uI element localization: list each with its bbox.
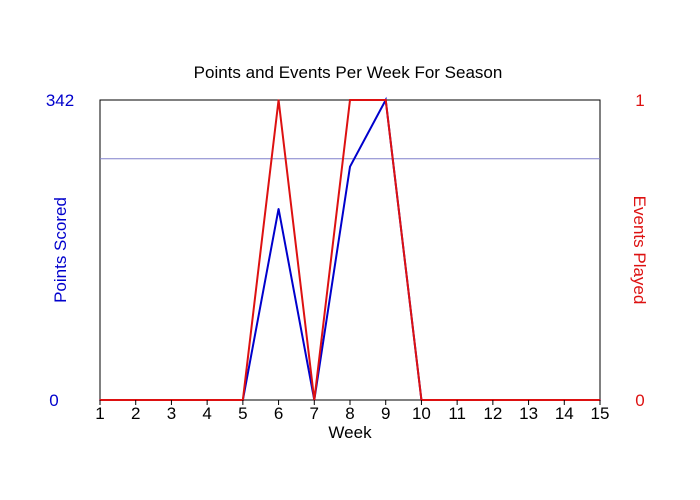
x-tick-label: 15: [591, 404, 610, 423]
chart-title: Points and Events Per Week For Season: [194, 63, 503, 82]
data-point: [277, 207, 280, 210]
x-tick-label: 10: [412, 404, 431, 423]
x-tick-label: 2: [131, 404, 140, 423]
x-tick-label: 3: [167, 404, 176, 423]
y-left-tick-label: 0: [49, 391, 58, 410]
plot-frame: [99, 99, 601, 401]
series-line-points: [100, 96, 600, 401]
x-tick-label: 9: [381, 404, 390, 423]
x-tick-label: 6: [274, 404, 283, 423]
data-point: [349, 165, 351, 168]
x-tick-label: 7: [310, 404, 319, 423]
y-axis-left-label: Points Scored: [51, 197, 70, 303]
x-tick-label: 8: [345, 404, 354, 423]
y-right-tick-label: 1: [635, 91, 644, 110]
x-tick-label: 14: [555, 404, 574, 423]
x-tick-label: 11: [448, 404, 466, 423]
y-axis-right-label: Events Played: [630, 196, 649, 305]
data-point: [349, 99, 351, 101]
x-tick-label: 1: [95, 404, 104, 423]
data-point: [277, 99, 280, 101]
x-tick-label: 4: [202, 404, 211, 423]
x-tick-label: 12: [483, 404, 502, 423]
x-tick-label: 5: [238, 404, 247, 423]
y-right-tick-label: 0: [635, 391, 644, 410]
x-axis-label: Week: [328, 423, 372, 442]
y-left-tick-label: 342: [46, 91, 74, 110]
x-tick-label: 13: [519, 404, 538, 423]
series-line-events: [100, 99, 600, 401]
data-point: [384, 99, 387, 101]
